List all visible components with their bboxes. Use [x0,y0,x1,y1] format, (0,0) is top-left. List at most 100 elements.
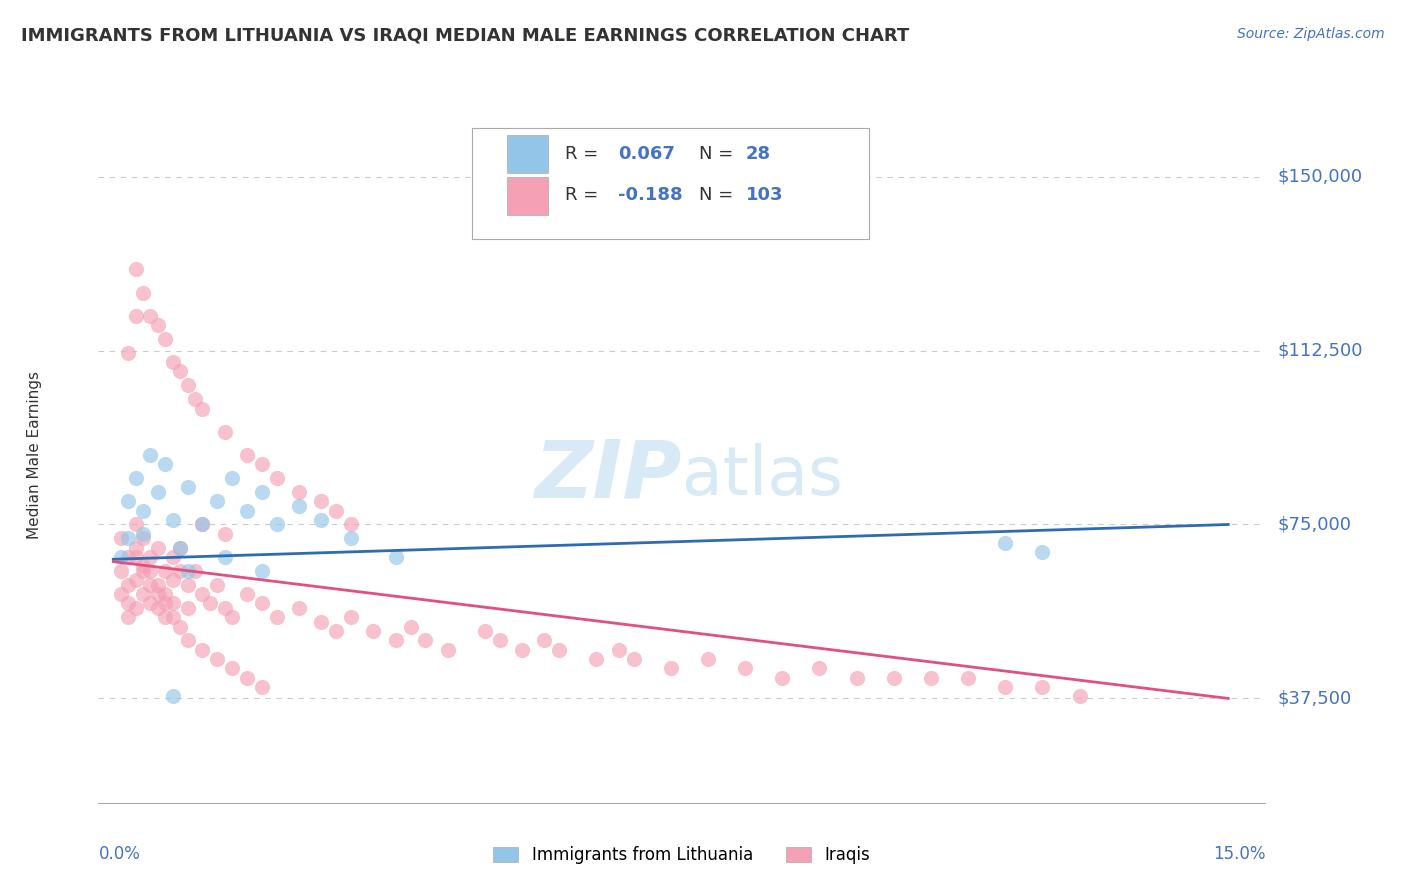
Point [191,642,214,657]
Point [110,532,132,546]
Point [184,392,207,407]
Point [585,652,607,666]
Point [162,549,184,564]
Text: 28: 28 [747,145,772,162]
Point [845,671,868,685]
Point [384,549,406,564]
Point [325,624,347,639]
Point [214,425,236,439]
Point [191,517,214,532]
Point [399,619,422,633]
Text: -0.188: -0.188 [617,186,682,204]
Point [994,536,1017,550]
Point [311,513,333,527]
Text: 15.0%: 15.0% [1213,845,1265,863]
Text: atlas: atlas [682,442,842,508]
Point [162,573,184,587]
Point [169,364,191,378]
Point [162,689,184,703]
Text: 0.0%: 0.0% [98,845,141,863]
Point [623,652,645,666]
Point [176,601,198,615]
Point [162,513,184,527]
Point [132,532,155,546]
Point [191,587,214,601]
Point [155,564,177,578]
Point [176,564,198,578]
Point [155,457,177,471]
Point [139,309,162,323]
Point [146,587,169,601]
Point [191,517,214,532]
Point [155,596,177,610]
Point [117,532,139,546]
Point [697,652,720,666]
Point [548,642,571,657]
Point [1031,545,1053,559]
Point [214,601,236,615]
Point [250,485,273,500]
Point [236,503,259,517]
Point [132,559,155,574]
Point [288,499,311,513]
Text: $112,500: $112,500 [1277,342,1362,359]
Text: Median Male Earnings: Median Male Earnings [27,371,42,539]
Point [808,661,831,675]
Point [474,624,496,639]
Point [207,578,229,592]
Point [139,448,162,462]
Point [146,601,169,615]
Point [221,661,243,675]
Point [176,633,198,648]
Bar [508,135,548,173]
Point [221,471,243,485]
Point [288,485,311,500]
Point [510,642,533,657]
Point [436,642,458,657]
Point [363,624,385,639]
Text: $150,000: $150,000 [1277,168,1362,186]
Point [110,587,132,601]
Point [124,517,146,532]
Point [146,541,169,555]
Point [250,596,273,610]
Point [155,587,177,601]
Point [110,549,132,564]
Point [198,596,221,610]
Text: ZIP: ZIP [534,437,682,515]
Point [994,680,1017,694]
Point [132,526,155,541]
Legend: Immigrants from Lithuania, Iraqis: Immigrants from Lithuania, Iraqis [494,846,870,864]
Point [250,457,273,471]
Point [117,346,139,360]
Point [139,549,162,564]
Point [117,494,139,508]
Point [176,378,198,392]
Point [770,671,793,685]
Point [883,671,905,685]
Point [124,309,146,323]
Point [169,564,191,578]
Point [146,578,169,592]
Point [266,517,288,532]
Point [132,564,155,578]
Point [384,633,406,648]
Point [607,642,630,657]
Point [110,564,132,578]
Point [124,541,146,555]
Point [266,471,288,485]
Point [124,262,146,277]
Text: R =: R = [565,186,605,204]
Point [117,549,139,564]
Point [117,596,139,610]
Point [415,633,437,648]
Point [533,633,555,648]
Point [236,671,259,685]
Point [184,564,207,578]
Point [920,671,942,685]
Point [311,615,333,629]
Point [340,532,363,546]
Text: $75,000: $75,000 [1277,516,1351,533]
Point [169,541,191,555]
Point [236,448,259,462]
